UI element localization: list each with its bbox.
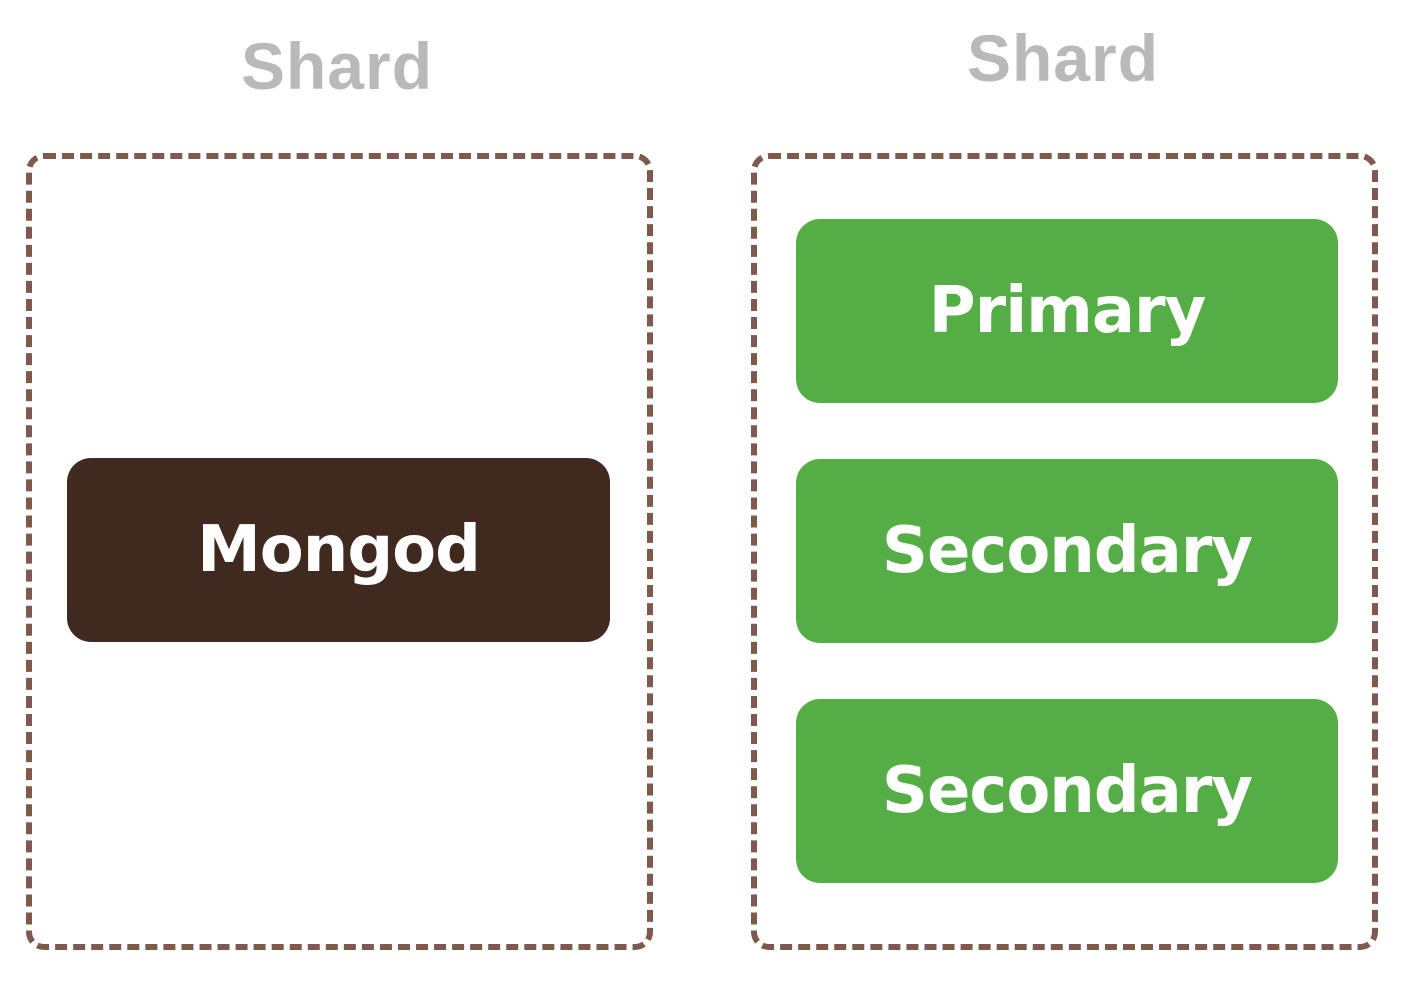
shard-container-replica-set — [751, 153, 1378, 950]
primary-node-label: Primary — [928, 274, 1207, 348]
mongod-node: Mongod — [67, 458, 610, 642]
secondary-node-1: Secondary — [796, 459, 1338, 643]
primary-node: Primary — [796, 219, 1338, 403]
secondary-node-label: Secondary — [881, 514, 1253, 588]
secondary-node-label: Secondary — [881, 754, 1253, 828]
shard-title-right: Shard — [966, 21, 1160, 95]
shard-container-standalone — [26, 153, 653, 950]
mongod-node-label: Mongod — [197, 513, 481, 587]
secondary-node-2: Secondary — [796, 699, 1338, 883]
shard-title-left: Shard — [240, 29, 434, 103]
